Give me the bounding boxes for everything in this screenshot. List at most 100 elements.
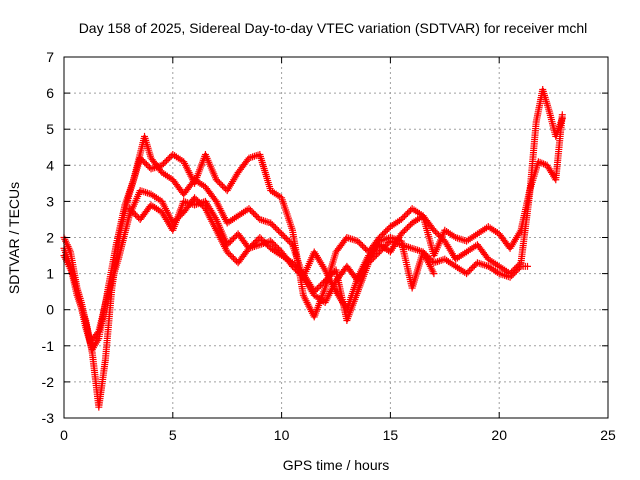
data-marker xyxy=(457,235,465,243)
data-marker xyxy=(412,246,420,254)
data-marker xyxy=(329,269,337,277)
data-marker xyxy=(434,258,442,266)
data-marker xyxy=(470,262,478,270)
data-point xyxy=(354,237,362,245)
data-marker xyxy=(410,245,418,253)
data-point xyxy=(430,226,438,234)
data-marker xyxy=(144,162,152,170)
data-point xyxy=(523,262,531,270)
data-marker xyxy=(509,270,517,278)
data-marker xyxy=(279,231,287,239)
x-tick-label: 20 xyxy=(491,427,507,443)
data-point xyxy=(223,241,231,249)
data-marker xyxy=(514,265,522,273)
x-tick-label: 15 xyxy=(383,427,399,443)
data-marker xyxy=(142,188,150,196)
data-marker xyxy=(270,222,278,230)
data-marker xyxy=(214,177,222,185)
axis-ticks: 0 5 10 15 20 25 -3 -2 -1 0 1 2 3 4 5 6 7 xyxy=(42,49,616,443)
data-marker xyxy=(261,217,269,225)
data-point xyxy=(158,161,166,169)
data-marker xyxy=(163,157,171,165)
data-marker xyxy=(515,264,523,272)
data-marker xyxy=(274,227,282,235)
data-point xyxy=(147,165,155,173)
data-marker xyxy=(274,245,282,253)
data-marker xyxy=(382,242,390,250)
data-marker xyxy=(467,265,475,273)
y-tick-label: 1 xyxy=(46,266,54,282)
data-point xyxy=(386,234,394,241)
data-marker xyxy=(383,226,391,234)
data-marker xyxy=(402,225,410,233)
data-marker xyxy=(399,214,407,222)
data-marker xyxy=(320,278,328,286)
data-marker xyxy=(226,251,234,259)
data-marker xyxy=(379,245,387,253)
data-point xyxy=(473,259,481,267)
data-marker xyxy=(281,233,289,241)
data-point xyxy=(245,205,253,213)
data-marker xyxy=(318,280,326,288)
data-marker xyxy=(270,240,278,248)
data-marker xyxy=(431,228,439,236)
data-marker xyxy=(215,179,223,187)
data-point xyxy=(191,194,199,202)
data-marker xyxy=(225,239,233,247)
data-point xyxy=(321,277,329,285)
data-point xyxy=(506,273,514,281)
data-marker xyxy=(271,242,279,250)
y-tick-label: 4 xyxy=(46,157,54,173)
data-marker xyxy=(326,272,334,280)
data-marker xyxy=(226,238,234,246)
data-marker xyxy=(229,254,237,262)
data-marker xyxy=(276,228,284,236)
data-marker xyxy=(127,206,135,214)
data-marker xyxy=(360,243,368,251)
data-marker xyxy=(273,243,281,251)
series-track-d xyxy=(125,197,438,306)
data-marker xyxy=(142,160,150,168)
data-marker xyxy=(466,267,474,275)
data-marker xyxy=(247,206,255,214)
data-marker xyxy=(131,211,139,219)
x-tick-label: 10 xyxy=(274,427,290,443)
data-point xyxy=(408,244,416,252)
data-marker xyxy=(141,159,149,167)
data-marker xyxy=(508,272,516,280)
x-axis-label: GPS time / hours xyxy=(283,457,390,473)
data-marker xyxy=(377,246,385,254)
data-marker xyxy=(219,182,227,190)
data-marker xyxy=(159,160,167,168)
y-tick-label: 5 xyxy=(46,121,54,137)
data-marker xyxy=(128,208,136,216)
data-marker xyxy=(284,236,292,244)
data-marker xyxy=(316,281,324,289)
data-marker xyxy=(380,243,388,251)
data-point xyxy=(558,111,566,119)
data-marker xyxy=(250,152,258,160)
data-point xyxy=(223,248,231,256)
data-marker xyxy=(433,229,441,237)
data-point xyxy=(397,230,405,238)
data-marker xyxy=(253,212,261,220)
data-marker xyxy=(511,269,519,277)
data-marker xyxy=(313,285,321,293)
data-point xyxy=(463,270,471,278)
data-point xyxy=(256,234,264,241)
data-marker xyxy=(414,246,422,254)
data-marker xyxy=(406,244,414,252)
y-tick-label: 0 xyxy=(46,302,54,318)
data-marker xyxy=(271,224,279,232)
x-tick-label: 5 xyxy=(169,427,177,443)
data-marker xyxy=(161,158,169,166)
data-marker xyxy=(228,236,236,244)
data-marker xyxy=(380,229,388,237)
data-marker xyxy=(225,249,233,257)
data-marker xyxy=(400,227,408,235)
data-marker xyxy=(405,222,413,230)
data-marker xyxy=(273,225,281,233)
data-marker xyxy=(400,212,408,220)
y-tick-label: 6 xyxy=(46,85,54,101)
